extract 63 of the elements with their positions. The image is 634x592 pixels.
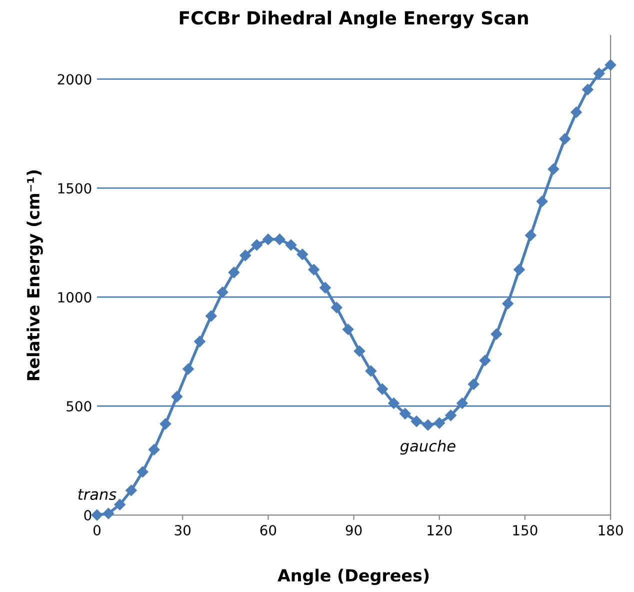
point bbox=[296, 248, 308, 260]
x-tick-label: 180 bbox=[598, 525, 623, 536]
x-tick-label: 120 bbox=[428, 525, 452, 536]
point bbox=[445, 410, 456, 422]
x-tick-label: 60 bbox=[260, 525, 276, 536]
point bbox=[216, 286, 228, 298]
point bbox=[354, 346, 366, 357]
x-tick-label: 150 bbox=[513, 525, 538, 536]
point bbox=[536, 196, 548, 207]
point bbox=[388, 398, 400, 409]
point bbox=[434, 417, 445, 429]
y-tick-label: 500 bbox=[66, 401, 92, 412]
point bbox=[240, 250, 251, 262]
x-tick-label: 90 bbox=[346, 525, 362, 536]
point bbox=[182, 363, 194, 375]
point bbox=[468, 378, 480, 390]
point bbox=[126, 484, 137, 496]
point bbox=[91, 509, 103, 521]
point bbox=[137, 466, 148, 478]
point bbox=[376, 383, 388, 395]
point bbox=[582, 84, 594, 96]
y-tick-label: 0 bbox=[84, 510, 92, 521]
y-tick-label: 1500 bbox=[58, 183, 92, 194]
y-tick-label: 1000 bbox=[58, 292, 92, 303]
x-tick-label: 0 bbox=[94, 525, 100, 536]
x-tick-label: 30 bbox=[174, 525, 191, 536]
point bbox=[251, 239, 262, 251]
point bbox=[285, 239, 297, 251]
point bbox=[206, 310, 217, 322]
point bbox=[342, 324, 354, 335]
point bbox=[570, 106, 582, 118]
point bbox=[559, 133, 570, 144]
point bbox=[548, 164, 560, 175]
point bbox=[502, 298, 514, 310]
point bbox=[479, 354, 491, 366]
point bbox=[171, 391, 182, 402]
point bbox=[400, 408, 411, 420]
point bbox=[490, 328, 502, 340]
point bbox=[594, 68, 605, 80]
point bbox=[102, 508, 114, 520]
point bbox=[514, 264, 525, 276]
point bbox=[160, 418, 172, 430]
point bbox=[262, 234, 274, 245]
point bbox=[331, 302, 342, 314]
point bbox=[228, 266, 240, 278]
x-axis-title: Angle (Degrees) bbox=[278, 568, 429, 586]
annotation: trans bbox=[78, 489, 116, 500]
point bbox=[308, 264, 320, 276]
point bbox=[274, 234, 286, 245]
point bbox=[365, 365, 376, 377]
annotation: gauche bbox=[400, 440, 456, 455]
y-tick-label: 2000 bbox=[58, 74, 92, 85]
point bbox=[194, 336, 206, 348]
y-axis-title: Relative Energy (cm⁻¹) bbox=[26, 170, 43, 380]
point bbox=[114, 498, 126, 510]
point bbox=[422, 419, 434, 431]
point bbox=[320, 282, 331, 294]
point bbox=[525, 230, 536, 241]
point bbox=[410, 416, 422, 427]
point bbox=[604, 59, 616, 71]
chart-title: FCCBr Dihedral Angle Energy Scan bbox=[180, 10, 528, 28]
point bbox=[148, 444, 160, 456]
point bbox=[456, 398, 468, 409]
